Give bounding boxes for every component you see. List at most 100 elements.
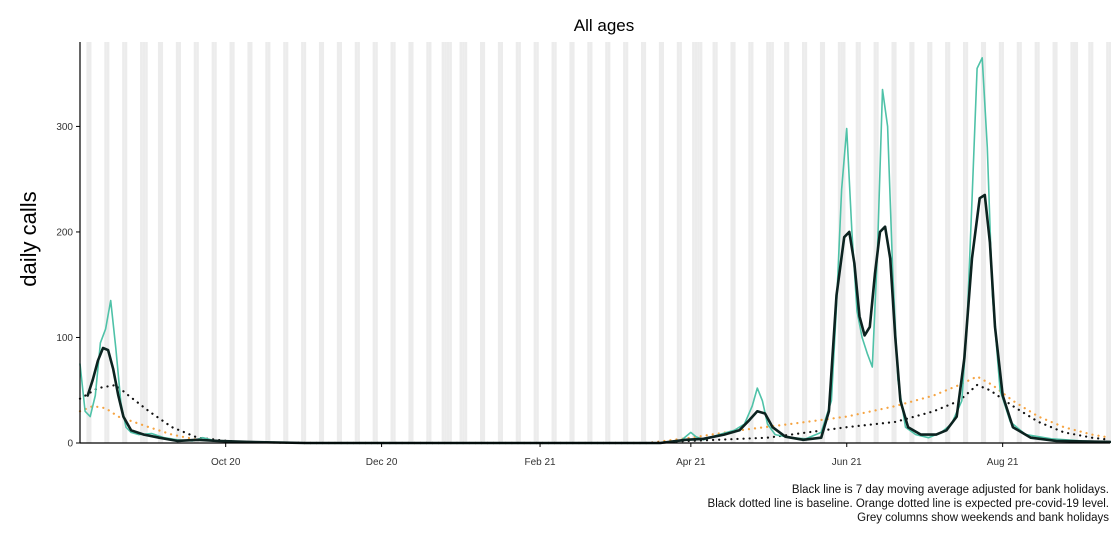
weekend-column bbox=[605, 42, 608, 443]
baseline-dotted-line bbox=[78, 383, 1111, 445]
weekend-column bbox=[768, 42, 772, 443]
weekend-column bbox=[410, 42, 414, 443]
weekend-column bbox=[196, 42, 199, 443]
weekend-column bbox=[446, 42, 450, 443]
weekend-column bbox=[157, 42, 161, 443]
weekend-column bbox=[283, 42, 286, 443]
weekend-column bbox=[1090, 42, 1094, 443]
weekend-column bbox=[145, 42, 148, 443]
weekend-column bbox=[1070, 42, 1073, 443]
chart-caption: Black line is 7 day moving average adjus… bbox=[708, 483, 1109, 525]
weekend-column bbox=[927, 42, 930, 443]
weekend-column bbox=[1088, 42, 1091, 443]
weekend-column bbox=[318, 42, 322, 443]
weekend-column bbox=[1075, 42, 1079, 443]
weekend-column bbox=[211, 42, 215, 443]
weekend-column bbox=[1037, 42, 1040, 443]
weekend-column bbox=[375, 42, 378, 443]
weekend-column bbox=[249, 42, 253, 443]
weekend-column bbox=[692, 42, 695, 443]
weekend-column bbox=[963, 42, 966, 443]
weekend-column bbox=[587, 42, 590, 443]
weekend-column bbox=[643, 42, 647, 443]
weekend-column bbox=[339, 42, 342, 443]
weekend-column bbox=[1034, 42, 1038, 443]
weekend-column bbox=[1019, 42, 1022, 443]
x-tick-label: Apr 21 bbox=[676, 457, 706, 468]
weekend-column bbox=[1108, 42, 1111, 443]
weekend-column bbox=[641, 42, 644, 443]
weekend-column bbox=[301, 42, 304, 443]
weekend-column bbox=[679, 42, 682, 443]
weekend-column bbox=[88, 42, 92, 443]
y-tick-label: 100 bbox=[56, 333, 73, 344]
caption-line: Black dotted line is baseline. Orange do… bbox=[707, 498, 1109, 510]
weekend-column bbox=[536, 42, 539, 443]
weekend-column bbox=[428, 42, 432, 443]
weekend-column bbox=[444, 42, 447, 443]
weekend-column bbox=[1001, 42, 1004, 443]
weekend-column bbox=[983, 42, 987, 443]
weekend-column bbox=[232, 42, 235, 443]
weekend-column bbox=[802, 42, 805, 443]
caption-line: Grey columns show weekends and bank holi… bbox=[857, 512, 1109, 524]
weekend-column bbox=[623, 42, 626, 443]
weekend-column bbox=[607, 42, 611, 443]
weekend-column bbox=[766, 42, 769, 443]
x-tick-label: Feb 21 bbox=[524, 457, 556, 468]
weekend-column bbox=[104, 42, 107, 443]
weekend-column bbox=[464, 42, 468, 443]
y-tick-label: 300 bbox=[56, 122, 73, 133]
weekend-column bbox=[426, 42, 429, 443]
weekend-column bbox=[462, 42, 465, 443]
weekend-column bbox=[497, 42, 501, 443]
weekend-column bbox=[357, 42, 360, 443]
weekend-column bbox=[929, 42, 933, 443]
weekend-column bbox=[441, 42, 445, 443]
weekend-column bbox=[947, 42, 951, 443]
weekend-column bbox=[265, 42, 268, 443]
weekend-column bbox=[551, 42, 555, 443]
weekend-column bbox=[980, 42, 984, 443]
weekend-column bbox=[965, 42, 969, 443]
weekend-column bbox=[122, 42, 125, 443]
weekend-column bbox=[124, 42, 128, 443]
weekend-column bbox=[229, 42, 233, 443]
weekend-column bbox=[482, 42, 486, 443]
weekend-column bbox=[140, 42, 143, 443]
weekend-column bbox=[533, 42, 537, 443]
weekend-column bbox=[193, 42, 197, 443]
weekend-column bbox=[699, 42, 703, 443]
weekend-columns bbox=[86, 42, 1111, 443]
weekend-column bbox=[449, 42, 452, 443]
weekend-column bbox=[390, 42, 394, 443]
chart-lines bbox=[78, 56, 1111, 445]
weekend-column bbox=[998, 42, 1002, 443]
weekend-column bbox=[1055, 42, 1058, 443]
weekend-column bbox=[697, 42, 700, 443]
weekend-column bbox=[336, 42, 340, 443]
moving-average-line bbox=[86, 193, 1111, 445]
weekend-column bbox=[804, 42, 808, 443]
weekend-column bbox=[479, 42, 483, 443]
weekend-column bbox=[214, 42, 217, 443]
weekend-column bbox=[142, 42, 146, 443]
chart-title: All ages bbox=[574, 16, 634, 35]
weekend-column bbox=[658, 42, 662, 443]
weekend-column bbox=[178, 42, 181, 443]
weekend-column bbox=[459, 42, 463, 443]
caption-line: Black line is 7 day moving average adjus… bbox=[791, 484, 1109, 496]
weekend-column bbox=[569, 42, 572, 443]
weekend-column bbox=[873, 42, 877, 443]
weekend-column bbox=[571, 42, 575, 443]
weekend-column bbox=[500, 42, 503, 443]
weekend-column bbox=[408, 42, 411, 443]
weekend-column bbox=[786, 42, 790, 443]
weekend-column bbox=[393, 42, 396, 443]
weekend-column bbox=[945, 42, 948, 443]
x-tick-label: Oct 20 bbox=[211, 457, 241, 468]
weekend-column bbox=[267, 42, 271, 443]
chart-axes: 0 100 200 300 Oct 20 Dec 20 Feb 21 Apr 21 Jun 21… bbox=[56, 42, 1110, 468]
weekend-column bbox=[891, 42, 895, 443]
x-tick-label: Aug 21 bbox=[987, 457, 1019, 468]
